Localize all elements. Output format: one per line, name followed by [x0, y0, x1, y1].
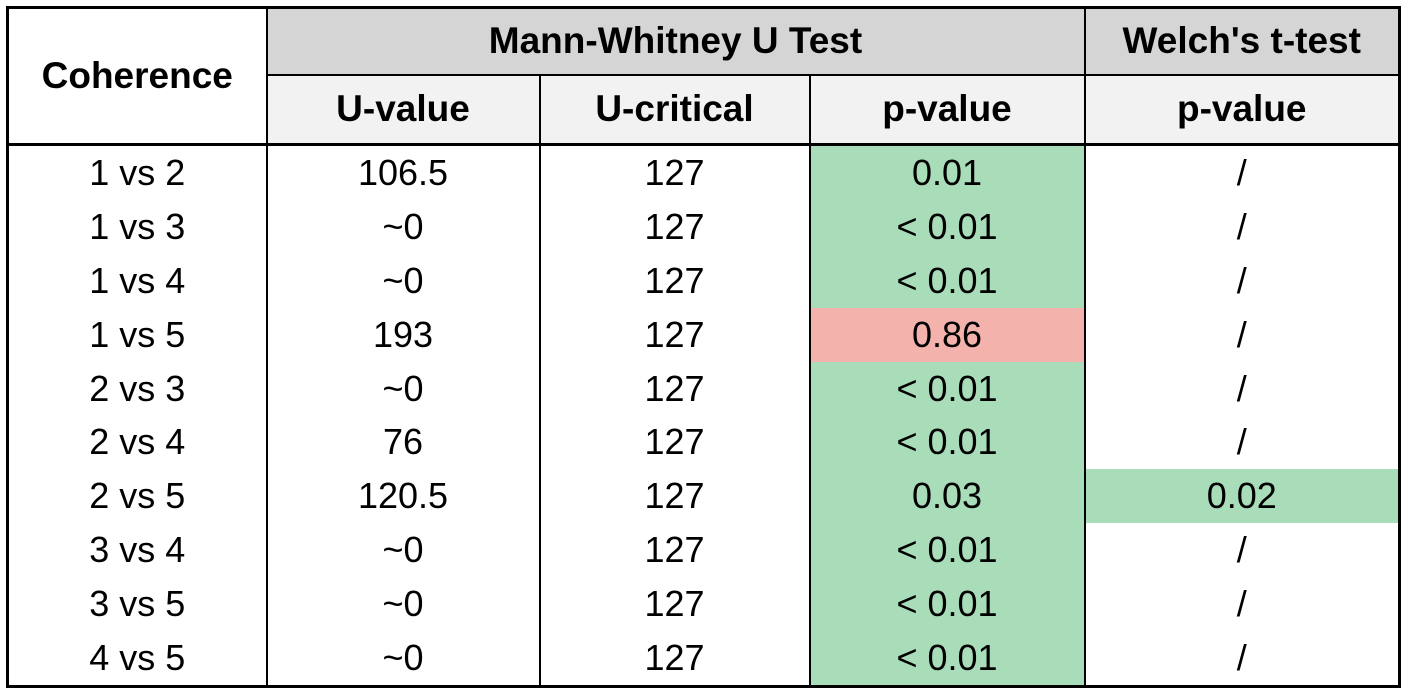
u-value-cell: ~0 [265, 361, 541, 416]
u-value-cell: ~0 [265, 577, 541, 632]
table-row: 3 vs 4 ~0 127 < 0.01/ [6, 523, 1401, 578]
table-row: 1 vs 3 ~0 127 < 0.01/ [6, 199, 1401, 254]
table-row: 2 vs 3 ~0 127 < 0.01/ [6, 361, 1401, 416]
mann-whitney-group-header: Mann-Whitney U Test [265, 7, 1086, 76]
welch-p-cell: / [1083, 144, 1401, 200]
u-critical-cell: 127 [538, 577, 811, 632]
sub-header-row: U-value U-critical p-value p-value [8, 74, 1401, 146]
welch-p-cell: / [1083, 523, 1401, 578]
coherence-cell: 4 vs 5 [6, 631, 268, 687]
u-value-cell: 193 [265, 307, 541, 362]
welch-p-cell: / [1083, 253, 1401, 308]
welch-p-cell: / [1083, 631, 1401, 687]
coherence-column-header: Coherence [6, 7, 268, 146]
coherence-cell: 2 vs 4 [6, 415, 268, 470]
mann-whitney-p-cell: < 0.01 [808, 415, 1086, 470]
u-value-cell: ~0 [265, 199, 541, 254]
coherence-cell: 1 vs 3 [6, 199, 268, 254]
mann-whitney-p-cell: 0.01 [808, 144, 1086, 200]
u-critical-cell: 127 [538, 144, 811, 200]
table-row: 1 vs 2 106.5 127 0.01/ [6, 144, 1401, 200]
welch-group-header: Welch's t-test [1083, 7, 1401, 76]
mann-whitney-p-cell: < 0.01 [808, 361, 1086, 416]
welch-p-cell: / [1083, 415, 1401, 470]
u-value-cell: ~0 [265, 523, 541, 578]
welch-p-cell: 0.02 [1083, 469, 1401, 524]
table-row: 1 vs 4 ~0 127 < 0.01/ [6, 253, 1401, 308]
mann-whitney-p-cell: < 0.01 [808, 253, 1086, 308]
welch-p-cell: / [1083, 361, 1401, 416]
u-critical-cell: 127 [538, 307, 811, 362]
coherence-cell: 1 vs 4 [6, 253, 268, 308]
u-value-cell: 120.5 [265, 469, 541, 524]
table-row: 2 vs 4 76 127 < 0.01/ [6, 415, 1401, 470]
u-critical-cell: 127 [538, 415, 811, 470]
u-value-cell: 76 [265, 415, 541, 470]
mann-whitney-p-value-column-header: p-value [808, 74, 1086, 146]
coherence-cell: 3 vs 5 [6, 577, 268, 632]
mann-whitney-p-cell: 0.03 [808, 469, 1086, 524]
table-header: Coherence Mann-Whitney U Test Welch's t-… [6, 7, 1401, 146]
group-header-row: Coherence Mann-Whitney U Test Welch's t-… [6, 7, 1401, 146]
table-row: 3 vs 5 ~0 127 < 0.01/ [6, 577, 1401, 632]
coherence-cell: 2 vs 5 [6, 469, 268, 524]
mann-whitney-p-cell: < 0.01 [808, 199, 1086, 254]
u-critical-cell: 127 [538, 361, 811, 416]
u-critical-cell: 127 [538, 469, 811, 524]
mann-whitney-p-cell: 0.86 [808, 307, 1086, 362]
u-critical-cell: 127 [538, 253, 811, 308]
table-row: 4 vs 5 ~0 127 < 0.01/ [6, 631, 1401, 687]
coherence-cell: 3 vs 4 [6, 523, 268, 578]
coherence-cell: 1 vs 2 [6, 144, 268, 200]
table-row: 1 vs 5 193 127 0.86/ [6, 307, 1401, 362]
u-critical-cell: 127 [538, 523, 811, 578]
welch-p-value-column-header: p-value [1083, 74, 1401, 146]
u-critical-column-header: U-critical [538, 74, 811, 146]
u-value-cell: 106.5 [265, 144, 541, 200]
welch-p-cell: / [1083, 199, 1401, 254]
u-value-cell: ~0 [265, 253, 541, 308]
table-body: 1 vs 2 106.5 127 0.01/1 vs 3 ~0 127 < 0.01/1 v… [6, 144, 1401, 687]
u-value-column-header: U-value [265, 74, 541, 146]
welch-p-cell: / [1083, 577, 1401, 632]
u-critical-cell: 127 [538, 199, 811, 254]
coherence-cell: 1 vs 5 [6, 307, 268, 362]
welch-p-cell: / [1083, 307, 1401, 362]
statistical-results-table: Coherence Mann-Whitney U Test Welch's t-… [6, 6, 1401, 688]
mann-whitney-p-cell: < 0.01 [808, 577, 1086, 632]
mann-whitney-p-cell: < 0.01 [808, 523, 1086, 578]
mann-whitney-p-cell: < 0.01 [808, 631, 1086, 687]
coherence-cell: 2 vs 3 [6, 361, 268, 416]
u-critical-cell: 127 [538, 631, 811, 687]
table-row: 2 vs 5 120.5 127 0.03 0.02 [6, 469, 1401, 524]
u-value-cell: ~0 [265, 631, 541, 687]
